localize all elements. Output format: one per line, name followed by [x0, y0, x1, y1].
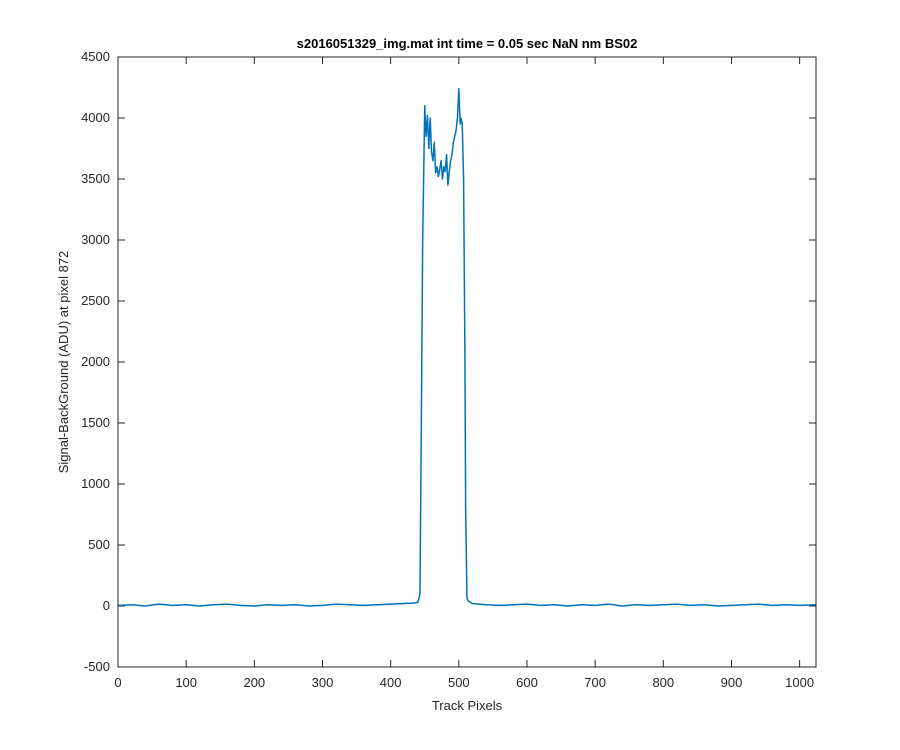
series-line [117, 87, 817, 607]
y-tick-label: 4500 [81, 49, 110, 64]
x-tick-label: 600 [516, 675, 538, 690]
y-tick-label: 4000 [81, 110, 110, 125]
series [117, 87, 817, 607]
tick-labels: 0 100 200 300 400 500 600 700 800 900 1000 -500 0 500… [81, 49, 814, 690]
x-tick-label: 1000 [785, 675, 814, 690]
x-tick-label: 100 [175, 675, 197, 690]
y-tick-label: 0 [103, 598, 110, 613]
x-tick-label: 200 [243, 675, 265, 690]
chart-title: s2016051329_img.mat int time = 0.05 sec … [297, 36, 638, 51]
y-tick-label: 3500 [81, 171, 110, 186]
y-tick-label: 2500 [81, 293, 110, 308]
y-tick-label: 1500 [81, 415, 110, 430]
y-tick-label: 1000 [81, 476, 110, 491]
x-tick-label: 500 [448, 675, 470, 690]
x-tick-label: 700 [584, 675, 606, 690]
y-tick-label: 3000 [81, 232, 110, 247]
x-tick-label: 800 [652, 675, 674, 690]
x-axis-label: Track Pixels [432, 698, 503, 713]
x-tick-label: 300 [312, 675, 334, 690]
x-tick-label: 0 [114, 675, 121, 690]
x-tick-label: 400 [380, 675, 402, 690]
plot-frame [117, 56, 817, 668]
y-tick-label: 2000 [81, 354, 110, 369]
y-tick-label: -500 [84, 659, 110, 674]
x-tick-label: 900 [721, 675, 743, 690]
y-tick-label: 500 [88, 537, 110, 552]
y-axis-label: Signal-BackGround (ADU) at pixel 872 [56, 251, 71, 474]
